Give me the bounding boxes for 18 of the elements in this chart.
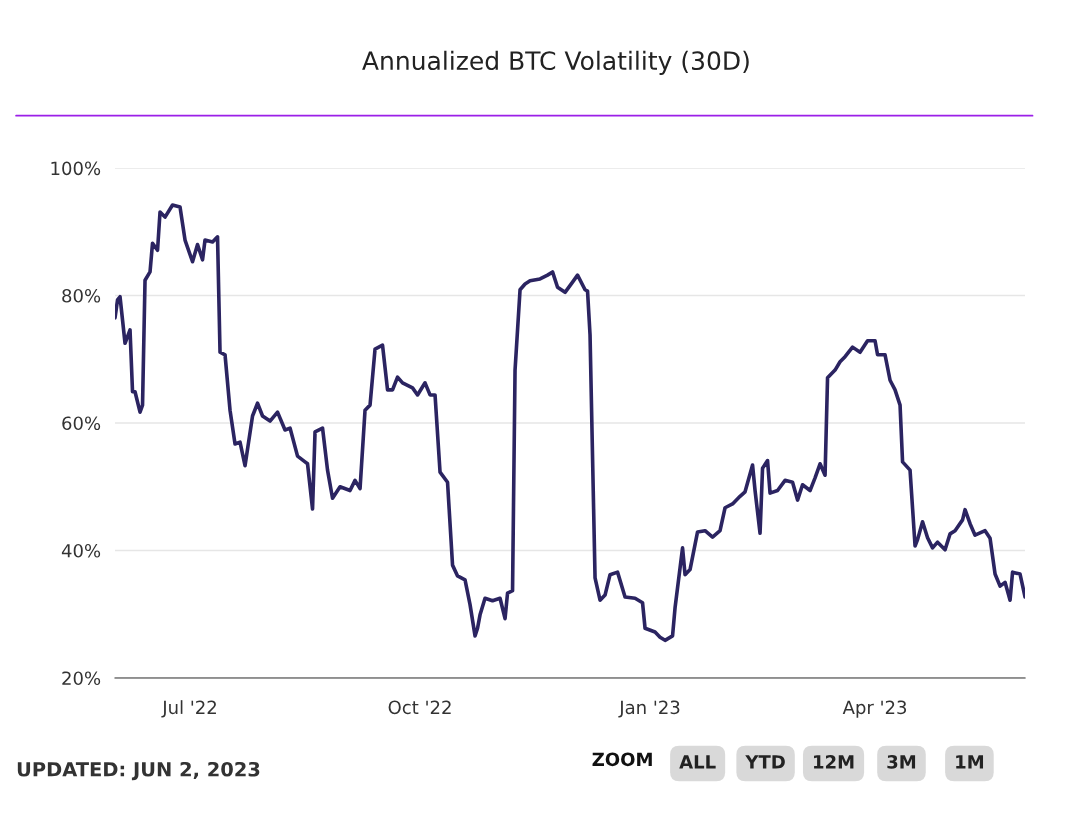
y-tick-label: 60% xyxy=(62,416,101,431)
line-series xyxy=(115,203,1026,643)
text: 1M xyxy=(956,755,984,769)
y-tick-label: 80% xyxy=(62,288,101,303)
text: 12M xyxy=(814,755,854,769)
text: UPDATED: JUN 2, 2023 xyxy=(17,761,260,781)
text: ALL xyxy=(679,755,716,769)
x-tick-label: Jul '22 xyxy=(161,700,216,718)
y-tick-label: 40% xyxy=(61,543,101,558)
x-tick-label: Jan '23 xyxy=(618,700,680,718)
x-tick-label: Apr '23 xyxy=(842,700,907,718)
chart-title: Annualized BTC Volatility (30D) xyxy=(362,50,749,75)
text: ZOOM xyxy=(592,752,652,767)
y-tick-label: 20% xyxy=(62,671,101,686)
text: YTD xyxy=(745,755,785,769)
y-tick-label: 100% xyxy=(51,161,101,176)
x-tick-label: Oct '22 xyxy=(388,700,451,715)
text: 3M xyxy=(887,755,916,769)
